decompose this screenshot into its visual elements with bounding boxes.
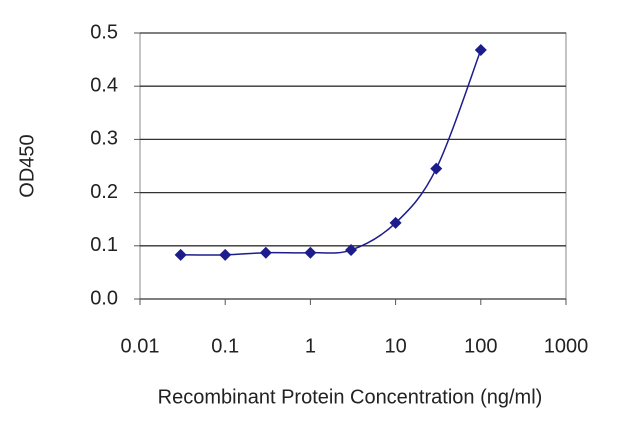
y-axis-label: OD450 (16, 134, 38, 197)
x-axis-label: Recombinant Protein Concentration (ng/ml… (158, 386, 543, 408)
x-tick-label: 0.01 (121, 335, 160, 357)
plot-frame (139, 32, 567, 300)
y-tick-label: 0.5 (90, 21, 118, 43)
fit-line (180, 49, 482, 256)
data-point (304, 246, 317, 259)
data-point (345, 244, 358, 257)
data-point (474, 44, 487, 57)
y-tick-label: 0.0 (90, 287, 118, 309)
x-tick-label: 1 (305, 335, 316, 357)
data-point (174, 248, 187, 261)
y-tick-label: 0.2 (90, 181, 118, 203)
data-point (259, 246, 272, 259)
y-tick-label: 0.1 (90, 234, 118, 256)
x-tick-label: 0.1 (211, 335, 239, 357)
data-point (430, 162, 443, 175)
y-tick-label: 0.3 (90, 128, 118, 150)
y-tick-label: 0.4 (90, 74, 118, 96)
x-tick-label: 10 (384, 335, 406, 357)
x-tick-label: 1000 (544, 335, 589, 357)
x-tick-label: 100 (464, 335, 497, 357)
data-point (219, 248, 232, 261)
data-point (389, 216, 402, 229)
